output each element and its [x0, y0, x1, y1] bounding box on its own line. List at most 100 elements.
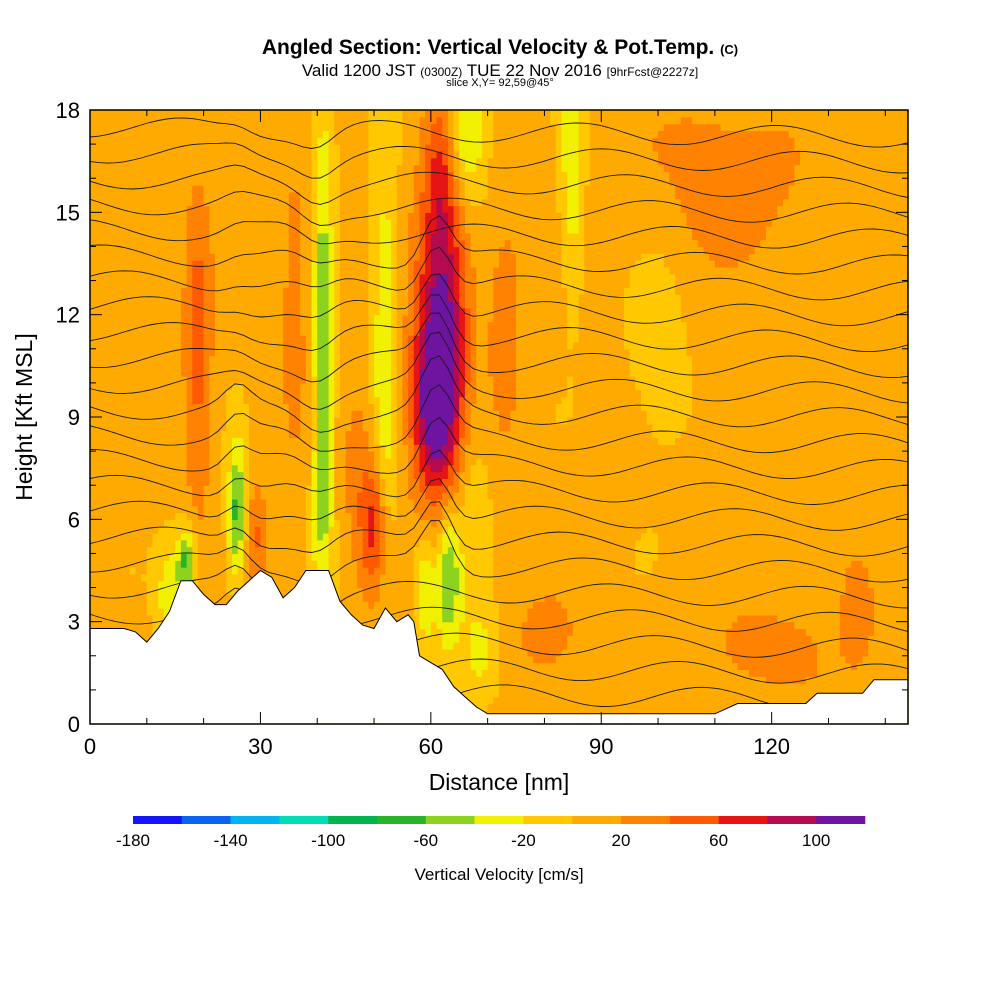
velocity-cell [413, 573, 421, 582]
velocity-cell [271, 560, 279, 568]
velocity-cell [760, 532, 767, 541]
velocity-cell [237, 519, 244, 527]
velocity-cell [550, 614, 557, 623]
velocity-cell [459, 485, 466, 493]
velocity-cell [555, 696, 563, 705]
velocity-cell [550, 580, 557, 589]
velocity-cell [714, 608, 722, 616]
velocity-cell [334, 560, 341, 568]
velocity-cell [112, 560, 119, 568]
velocity-cell [459, 519, 466, 527]
velocity-cell [714, 498, 722, 507]
velocity-cell [186, 498, 193, 507]
velocity-cell [726, 546, 733, 555]
velocity-cell [788, 512, 795, 520]
velocity-cell [595, 512, 602, 520]
velocity-cell [186, 512, 193, 520]
velocity-cell [629, 648, 636, 657]
velocity-cell [748, 683, 756, 691]
velocity-cell [544, 580, 551, 589]
velocity-cell [760, 580, 767, 589]
velocity-cell [203, 505, 210, 514]
velocity-cell [203, 560, 210, 568]
velocity-cell [731, 573, 739, 582]
velocity-cell [743, 614, 750, 623]
velocity-cell [902, 601, 909, 609]
velocity-cell [709, 519, 716, 527]
velocity-cell [135, 628, 142, 636]
velocity-cell [436, 601, 443, 609]
velocity-cell [902, 655, 909, 664]
velocity-cell [629, 621, 636, 630]
velocity-cell [777, 601, 784, 609]
velocity-cell [578, 560, 585, 568]
velocity-cell [811, 683, 818, 691]
velocity-cell [425, 485, 432, 493]
velocity-cell [862, 669, 869, 677]
velocity-cell [504, 635, 511, 643]
velocity-cell [567, 587, 574, 595]
velocity-cell [783, 573, 790, 582]
velocity-cell [618, 635, 625, 643]
velocity-cell [873, 614, 881, 623]
velocity-cell [743, 642, 750, 650]
velocity-cell [777, 492, 784, 500]
velocity-cell [430, 587, 438, 595]
velocity-cell [271, 512, 279, 520]
velocity-cell [379, 539, 386, 548]
velocity-cell [572, 628, 580, 636]
velocity-cell [527, 676, 534, 684]
velocity-cell [180, 546, 188, 555]
velocity-cell [771, 696, 778, 705]
velocity-cell [436, 635, 443, 643]
velocity-cell [135, 546, 142, 555]
velocity-cell [817, 505, 824, 514]
velocity-cell [748, 512, 756, 520]
velocity-cell [754, 587, 761, 595]
velocity-cell [805, 519, 813, 527]
velocity-cell [885, 635, 892, 643]
velocity-cell [606, 580, 614, 589]
velocity-cell [436, 614, 443, 623]
velocity-cell [521, 560, 528, 568]
velocity-cell [834, 553, 841, 561]
velocity-cell [760, 505, 767, 514]
velocity-cell [692, 492, 699, 500]
velocity-cell [777, 580, 784, 589]
velocity-cell [481, 587, 489, 595]
velocity-cell [612, 492, 619, 500]
velocity-cell [754, 512, 761, 520]
velocity-cell [663, 505, 671, 514]
velocity-cell [220, 485, 227, 493]
velocity-cell [822, 648, 830, 657]
velocity-cell [879, 608, 886, 616]
velocity-cell [124, 621, 131, 630]
velocity-cell [731, 560, 739, 568]
velocity-cell [902, 614, 909, 623]
velocity-cell [663, 635, 671, 643]
velocity-cell [527, 498, 534, 507]
velocity-cell [890, 526, 898, 534]
velocity-cell [300, 560, 307, 568]
velocity-cell [828, 676, 835, 684]
velocity-cell [686, 696, 693, 705]
velocity-cell [748, 553, 756, 561]
velocity-cell [459, 539, 466, 548]
velocity-cell [345, 580, 352, 589]
velocity-cell [589, 567, 597, 575]
velocity-cell [516, 601, 523, 609]
velocity-cell [135, 580, 142, 589]
velocity-cell [890, 573, 898, 582]
velocity-cell [873, 539, 881, 548]
velocity-cell [362, 608, 369, 616]
velocity-cell [584, 532, 591, 541]
velocity-cell [641, 676, 648, 684]
velocity-cell [413, 512, 421, 520]
velocity-cell [675, 628, 682, 636]
velocity-cell [481, 648, 489, 657]
velocity-cell [391, 498, 398, 507]
velocity-cell [703, 594, 710, 602]
velocity-cell [464, 546, 472, 555]
velocity-cell [550, 628, 557, 636]
velocity-cell [635, 560, 642, 568]
